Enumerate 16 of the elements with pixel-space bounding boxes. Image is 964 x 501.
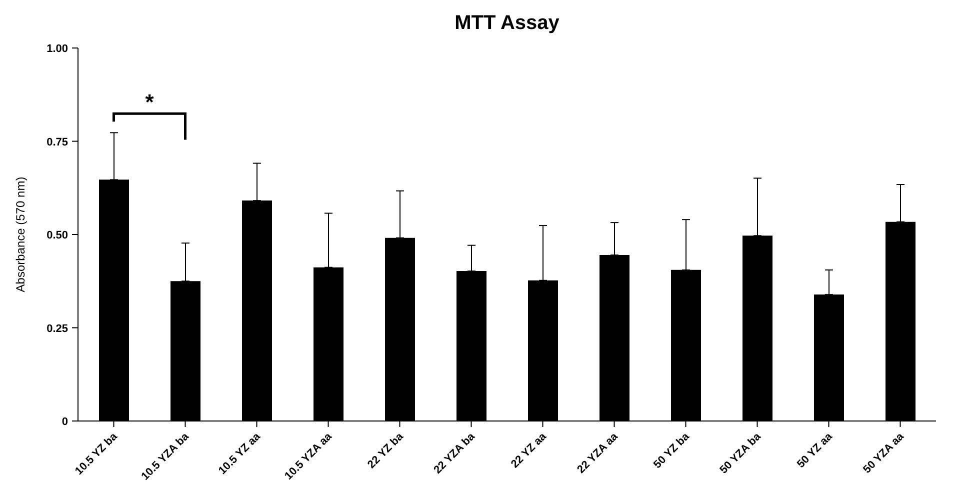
annotation: *	[145, 90, 154, 115]
x-tick-label: 50 YZ aa	[794, 430, 836, 471]
x-tick-label: 50 YZ ba	[652, 430, 692, 471]
x-tick-label: 22 YZA ba	[432, 430, 478, 476]
x-tick-label: 22 YZ aa	[508, 430, 550, 471]
y-tick-label: 0.75	[46, 136, 68, 148]
y-axis-title: Absorbance (570 nm)	[13, 176, 28, 292]
x-tick-label: 22 YZA aa	[575, 430, 621, 476]
y-tick-label: 0.25	[46, 322, 68, 335]
chart-title: MTT Assay	[454, 12, 560, 35]
y-tick-label: 0.50	[46, 230, 68, 242]
y-tick-label: 1.00	[46, 43, 68, 55]
x-tick-label: 50 YZA ba	[718, 430, 764, 476]
x-tick-label: 50 YZA aa	[861, 430, 907, 476]
y-tick-label: 0	[62, 416, 68, 428]
x-tick-label: 22 YZ ba	[366, 430, 406, 471]
